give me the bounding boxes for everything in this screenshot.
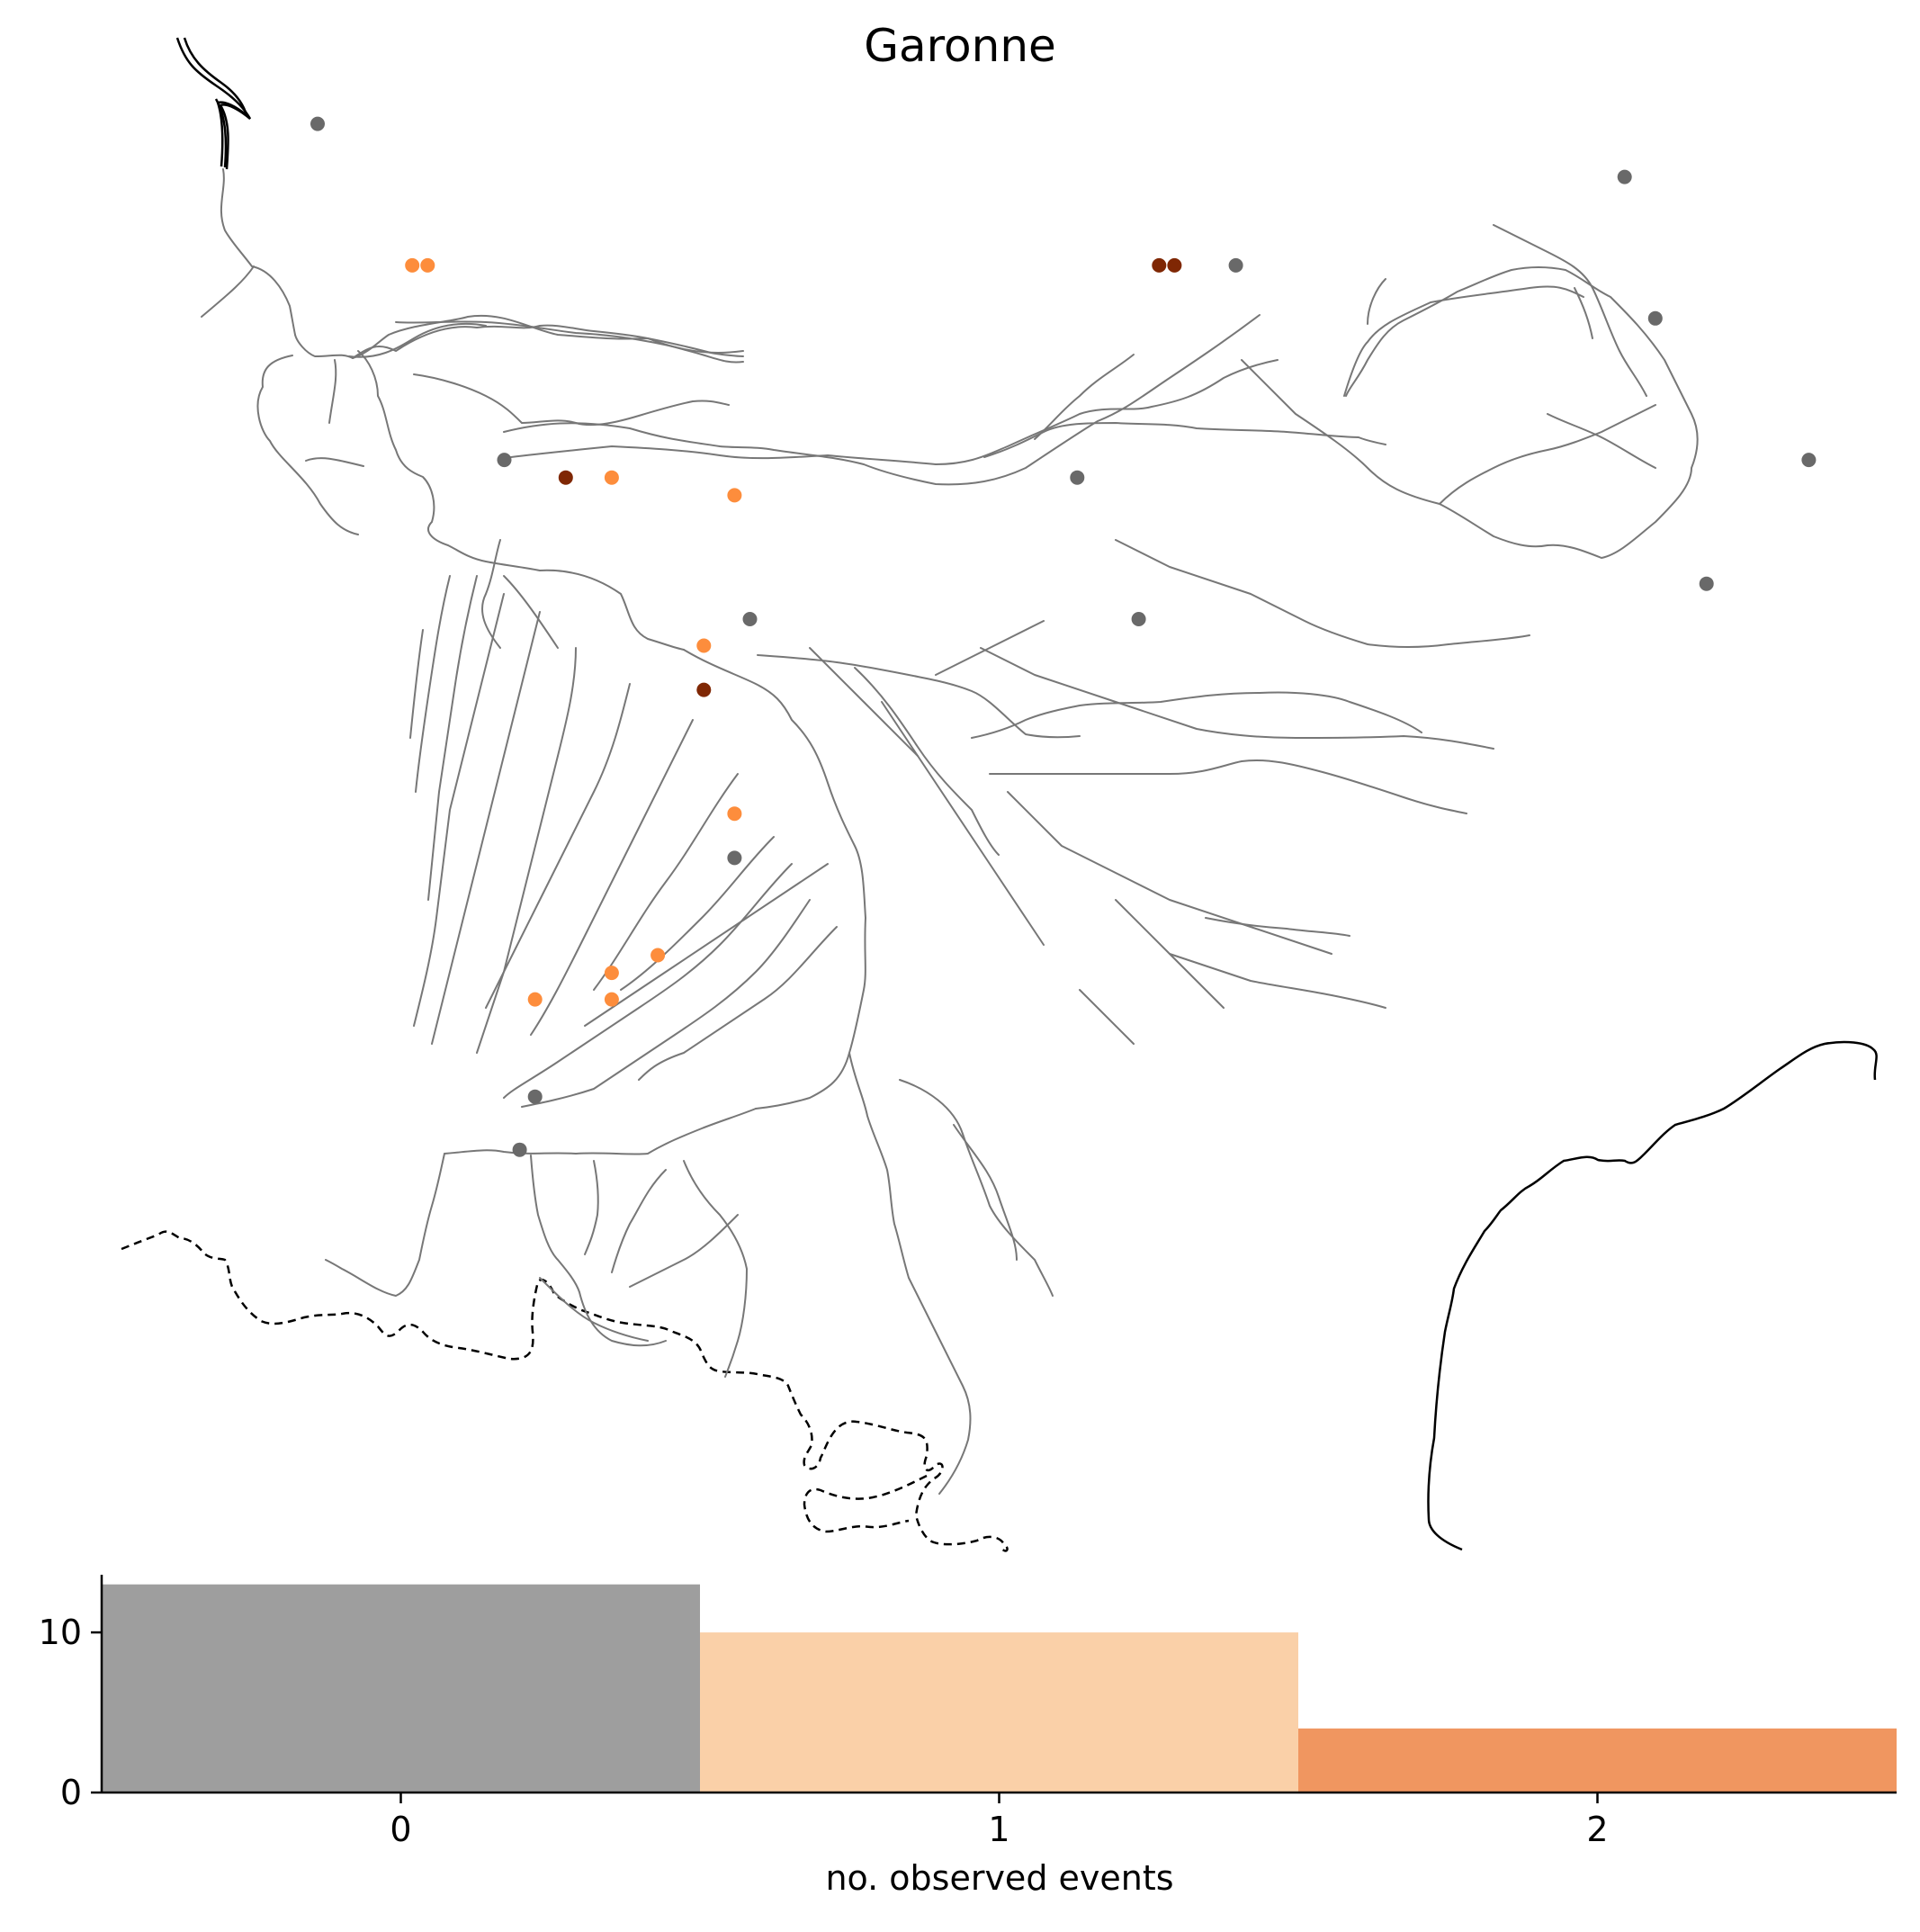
basin-map: [121, 37, 1878, 1552]
station-marker: [1801, 453, 1817, 468]
station-marker: [527, 1089, 543, 1104]
station-marker: [1617, 169, 1632, 184]
station-marker: [696, 638, 712, 653]
station-marker: [405, 257, 420, 273]
coastline: [175, 37, 252, 170]
station-marker: [1228, 257, 1243, 273]
station-marker: [512, 1142, 527, 1157]
station-marker: [727, 806, 742, 822]
station-marker: [727, 488, 742, 503]
border-line: [121, 1230, 1009, 1552]
station-marker: [604, 966, 619, 981]
gauging-stations: [310, 116, 1817, 1157]
histogram: 0 10 0 1 2 no. observed events: [39, 1575, 1897, 1898]
station-marker: [604, 992, 619, 1007]
station-marker: [1152, 257, 1167, 273]
station-marker: [650, 948, 666, 963]
station-marker: [1699, 576, 1714, 591]
station-marker: [1647, 310, 1663, 326]
station-marker: [558, 470, 573, 485]
mediterranean-coastline: [1427, 1040, 1878, 1551]
histogram-bar-2: [1298, 1728, 1897, 1793]
x-tick-label: 2: [1586, 1810, 1608, 1849]
x-tick-label: 0: [390, 1810, 411, 1849]
river-network: [201, 168, 1699, 1495]
station-marker: [497, 453, 512, 468]
x-axis-label: no. observed events: [825, 1858, 1173, 1898]
y-tick-label: 10: [39, 1613, 82, 1652]
station-marker: [527, 992, 543, 1007]
station-marker: [604, 470, 619, 485]
station-marker: [1070, 470, 1085, 485]
station-marker: [696, 682, 712, 697]
histogram-bar-0: [102, 1584, 700, 1793]
x-tick-label: 1: [988, 1810, 1009, 1849]
station-marker: [1131, 612, 1146, 626]
station-marker: [742, 612, 758, 626]
border-line-south: [803, 1474, 928, 1533]
station-marker: [420, 257, 435, 273]
station-marker: [310, 116, 325, 131]
y-tick-label: 0: [60, 1773, 82, 1812]
station-marker: [727, 850, 742, 866]
station-marker: [1167, 257, 1182, 273]
histogram-bar-1: [700, 1632, 1298, 1793]
map-title: Garonne: [864, 20, 1056, 72]
